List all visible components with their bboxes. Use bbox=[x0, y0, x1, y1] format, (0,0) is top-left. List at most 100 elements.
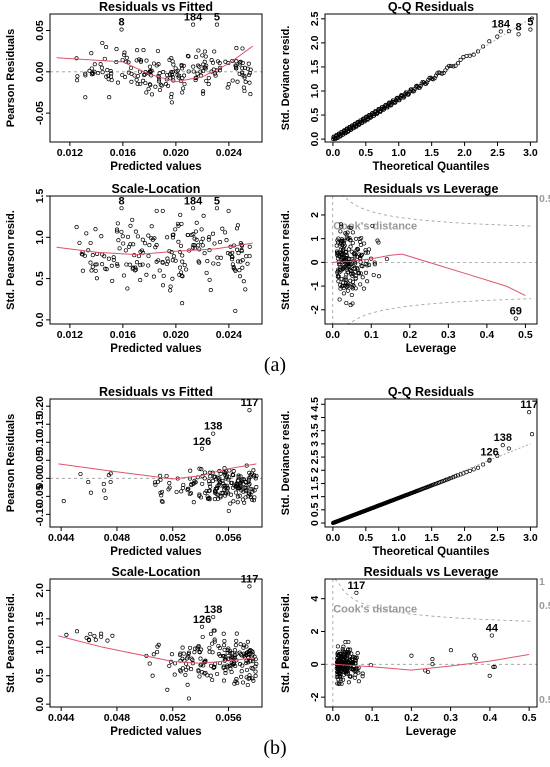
data-point bbox=[239, 669, 244, 674]
data-point bbox=[179, 489, 184, 494]
data-point bbox=[208, 631, 213, 636]
data-point bbox=[240, 46, 245, 51]
data-point bbox=[80, 268, 85, 273]
data-point bbox=[224, 474, 229, 480]
figure-label-b: (b) bbox=[263, 737, 287, 759]
data-point bbox=[217, 646, 222, 651]
y-tick-label: 0.5 bbox=[34, 668, 46, 683]
data-point bbox=[360, 275, 365, 280]
data-point bbox=[235, 259, 241, 264]
data-point bbox=[185, 53, 190, 58]
data-point bbox=[234, 46, 239, 51]
data-point bbox=[74, 225, 79, 230]
data-point bbox=[150, 673, 155, 678]
data-point bbox=[212, 665, 217, 670]
data-point bbox=[180, 485, 185, 491]
data-point bbox=[247, 254, 252, 259]
data-point bbox=[99, 234, 104, 239]
data-point bbox=[214, 486, 219, 491]
data-point bbox=[140, 262, 145, 267]
y-tick-label: 1 bbox=[309, 236, 321, 242]
data-point bbox=[231, 473, 236, 478]
data-point bbox=[345, 270, 350, 275]
data-point bbox=[425, 669, 430, 674]
y-tick-label: 3.5 bbox=[309, 423, 321, 438]
data-point bbox=[234, 677, 239, 682]
x-tick-label: 3.0 bbox=[523, 532, 538, 544]
data-point bbox=[225, 85, 230, 90]
data-point bbox=[185, 486, 190, 491]
data-point bbox=[360, 671, 365, 676]
y-tick-label: 0.0 bbox=[309, 132, 321, 147]
data-point bbox=[362, 241, 367, 246]
data-point bbox=[243, 488, 248, 494]
y-tick-label: 0 bbox=[309, 661, 321, 667]
data-point bbox=[160, 208, 165, 213]
data-point bbox=[138, 263, 143, 268]
data-point bbox=[233, 490, 239, 495]
data-point bbox=[506, 446, 511, 451]
data-point bbox=[180, 274, 185, 279]
data-point bbox=[381, 107, 387, 112]
data-point bbox=[207, 277, 212, 282]
panel-a-qq-residuals: Q-Q Residuals Theoretical Quantiles Std. D… bbox=[275, 0, 550, 175]
data-point bbox=[418, 83, 423, 88]
data-point bbox=[338, 267, 343, 272]
data-point-flagged bbox=[500, 443, 505, 448]
x-tick-label: 0.3 bbox=[443, 712, 458, 724]
data-point bbox=[357, 271, 362, 276]
data-point bbox=[339, 252, 344, 258]
data-point bbox=[346, 281, 351, 286]
data-point bbox=[244, 660, 249, 665]
data-point bbox=[471, 52, 476, 57]
data-point bbox=[169, 95, 174, 100]
data-point bbox=[89, 51, 94, 56]
data-point bbox=[191, 500, 196, 505]
data-point bbox=[529, 432, 535, 437]
data-point bbox=[115, 221, 120, 226]
data-point bbox=[248, 92, 253, 97]
data-point bbox=[193, 229, 198, 234]
data-point bbox=[157, 268, 162, 273]
data-point bbox=[134, 260, 140, 265]
smoother-line bbox=[56, 242, 253, 256]
data-point bbox=[368, 115, 373, 120]
x-tick-label: 0.0 bbox=[326, 712, 341, 724]
data-point bbox=[240, 72, 245, 77]
data-point bbox=[240, 265, 245, 270]
cooks-distance-contour-upper bbox=[334, 578, 532, 622]
data-point bbox=[348, 238, 353, 243]
data-point bbox=[99, 631, 104, 636]
data-point bbox=[141, 48, 146, 53]
data-point bbox=[244, 667, 250, 673]
data-point bbox=[167, 72, 172, 77]
data-point bbox=[93, 268, 98, 273]
data-point bbox=[341, 658, 346, 663]
data-point bbox=[135, 73, 141, 79]
data-point bbox=[234, 59, 239, 64]
data-point bbox=[239, 243, 245, 248]
data-point bbox=[211, 261, 216, 266]
panel-b-residuals-vs-fitted: Residuals vs Fitted Predicted values Pears… bbox=[0, 385, 275, 560]
x-tick-label: 0.4 bbox=[480, 329, 495, 341]
data-point bbox=[352, 254, 357, 259]
data-point bbox=[190, 657, 195, 662]
data-point bbox=[195, 646, 200, 651]
data-point bbox=[233, 643, 238, 648]
data-point bbox=[445, 477, 450, 482]
data-point bbox=[197, 493, 202, 498]
x-tick-label: 0.024 bbox=[216, 329, 242, 341]
data-point bbox=[238, 59, 243, 64]
y-tick-label: 0.5 bbox=[309, 108, 321, 123]
data-point bbox=[74, 56, 79, 61]
smoother-line bbox=[56, 45, 253, 83]
data-point bbox=[155, 649, 160, 655]
data-point bbox=[196, 63, 201, 68]
qq-reference-line bbox=[332, 18, 531, 140]
data-point bbox=[213, 474, 218, 479]
data-point bbox=[233, 308, 238, 313]
data-point bbox=[89, 268, 94, 273]
x-tick-label: 0.016 bbox=[110, 147, 136, 159]
data-point bbox=[173, 258, 178, 263]
data-point bbox=[206, 75, 211, 81]
